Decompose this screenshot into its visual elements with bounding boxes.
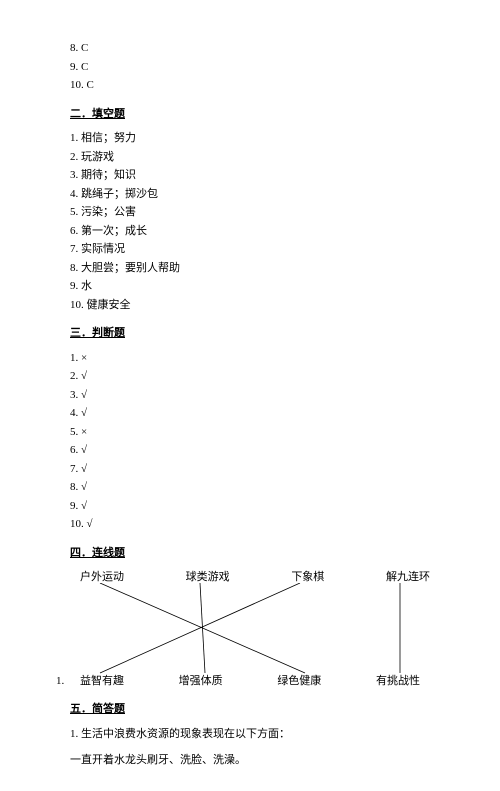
ans-val: C bbox=[87, 79, 94, 91]
judge-item: 2. √ bbox=[70, 368, 430, 385]
judge-item: 6. √ bbox=[70, 442, 430, 459]
section2-items: 1. 相信；努力 2. 玩游戏 3. 期待；知识 4. 跳绳子；掷沙包 5. 污… bbox=[70, 130, 430, 313]
choice-answers-block: 8. C 9. C 10. C bbox=[70, 40, 430, 94]
judge-item: 7. √ bbox=[70, 461, 430, 478]
fill-item: 2. 玩游戏 bbox=[70, 149, 430, 166]
bottom-node: 增强体质 bbox=[179, 673, 223, 690]
judge-item: 9. √ bbox=[70, 498, 430, 515]
fill-item: 7. 实际情况 bbox=[70, 241, 430, 258]
fill-item: 9. 水 bbox=[70, 278, 430, 295]
matching-diagram: 1. 户外运动 球类游戏 下象棋 解九连环 益智有趣 增强体质 绿色健康 有挑战… bbox=[70, 569, 430, 689]
judge-item: 5. × bbox=[70, 424, 430, 441]
judge-item: 3. √ bbox=[70, 387, 430, 404]
fill-item: 4. 跳绳子；掷沙包 bbox=[70, 186, 430, 203]
judge-item: 4. √ bbox=[70, 405, 430, 422]
bottom-node: 益智有趣 bbox=[80, 673, 124, 690]
answer-line: 8. C bbox=[70, 40, 430, 57]
section5-title: 五．简答题 bbox=[70, 701, 430, 718]
ans-val: C bbox=[81, 61, 88, 73]
section3-title: 三．判断题 bbox=[70, 325, 430, 342]
fill-item: 5. 污染；公害 bbox=[70, 204, 430, 221]
judge-item: 8. √ bbox=[70, 479, 430, 496]
short-answer-line: 一直开着水龙头刷牙、洗脸、洗澡。 bbox=[70, 752, 430, 769]
judge-item: 1. × bbox=[70, 350, 430, 367]
fill-item: 10. 健康安全 bbox=[70, 297, 430, 314]
ans-val: C bbox=[81, 42, 88, 54]
matching-prefix: 1. bbox=[56, 673, 64, 690]
section5-body: 1. 生活中浪费水资源的现象表现在以下方面： 一直开着水龙头刷牙、洗脸、洗澡。 bbox=[70, 726, 430, 769]
short-answer-line: 1. 生活中浪费水资源的现象表现在以下方面： bbox=[70, 726, 430, 743]
section3-items: 1. × 2. √ 3. √ 4. √ 5. × 6. √ 7. √ 8. √ … bbox=[70, 350, 430, 533]
ans-num: 10. bbox=[70, 79, 84, 91]
matching-lines-svg bbox=[70, 583, 430, 675]
ans-num: 9. bbox=[70, 61, 78, 73]
fill-item: 6. 第一次；成长 bbox=[70, 223, 430, 240]
answer-line: 9. C bbox=[70, 59, 430, 76]
ans-num: 8. bbox=[70, 42, 78, 54]
fill-item: 1. 相信；努力 bbox=[70, 130, 430, 147]
section4-title: 四．连线题 bbox=[70, 545, 430, 562]
judge-item: 10. √ bbox=[70, 516, 430, 533]
answer-line: 10. C bbox=[70, 77, 430, 94]
fill-item: 8. 大胆尝；要别人帮助 bbox=[70, 260, 430, 277]
page-content: 8. C 9. C 10. C 二．填空题 1. 相信；努力 2. 玩游戏 3.… bbox=[0, 0, 500, 791]
bottom-node: 有挑战性 bbox=[376, 673, 420, 690]
section2-title: 二．填空题 bbox=[70, 106, 430, 123]
bottom-node: 绿色健康 bbox=[277, 673, 321, 690]
fill-item: 3. 期待；知识 bbox=[70, 167, 430, 184]
matching-bottom-row: 益智有趣 增强体质 绿色健康 有挑战性 bbox=[70, 673, 430, 690]
